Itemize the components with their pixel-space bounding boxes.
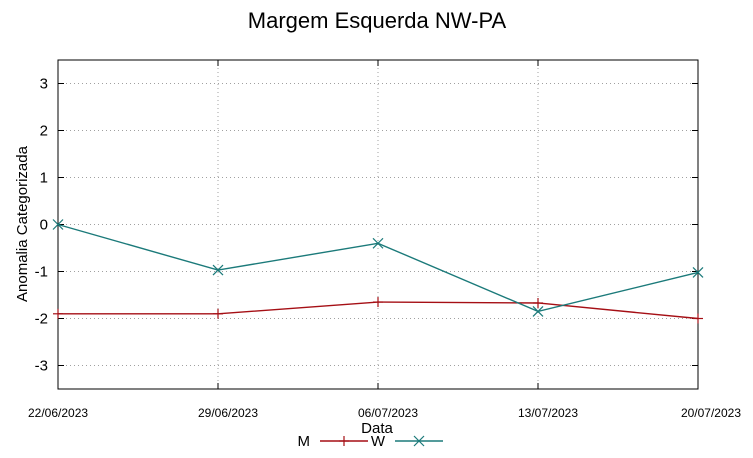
x-tick-label: 22/06/2023 — [28, 406, 88, 420]
data-point-w — [212, 264, 224, 276]
y-tick-label: 1 — [40, 170, 48, 187]
legend-label-m: M — [298, 433, 311, 450]
data-point-w — [52, 219, 64, 230]
data-point-m — [213, 308, 223, 319]
data-point-w — [692, 267, 704, 278]
data-point-m — [373, 297, 383, 308]
y-tick-label: 2 — [40, 123, 48, 140]
data-point-m — [53, 308, 63, 319]
y-axis-label: Anomalia Categorizada — [14, 145, 31, 302]
y-tick-label: -2 — [35, 311, 48, 328]
y-tick-label: 0 — [40, 217, 48, 234]
data-point-w — [372, 237, 384, 249]
x-axis-label: Data — [361, 420, 393, 437]
x-tick-label: 13/07/2023 — [518, 406, 578, 420]
x-tick-label: 29/06/2023 — [198, 406, 258, 420]
y-tick-label: 3 — [40, 76, 48, 93]
data-point-m — [533, 297, 543, 308]
grid-lines — [58, 60, 698, 389]
legend-marker-m — [339, 436, 349, 446]
y-axis-ticks: 3 2 1 0 -1 -2 -3 — [35, 76, 698, 375]
legend-label-w: W — [371, 433, 386, 450]
series-group — [52, 219, 704, 324]
data-point-m — [693, 313, 703, 324]
x-tick-label: 06/07/2023 — [358, 406, 418, 420]
y-tick-label: -1 — [35, 264, 48, 281]
chart-title: Margem Esquerda NW-PA — [248, 8, 507, 33]
legend-marker-w — [413, 435, 425, 447]
x-tick-label: 20/07/2023 — [681, 406, 741, 420]
x-axis-ticks: 22/06/2023 29/06/2023 06/07/2023 13/07/2023… — [28, 60, 741, 420]
y-tick-label: -3 — [35, 358, 48, 375]
data-point-w — [532, 306, 544, 317]
